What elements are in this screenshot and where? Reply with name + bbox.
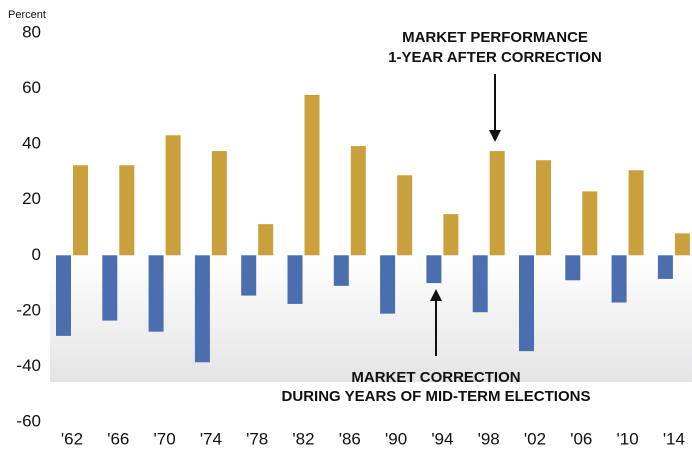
plot: -60 -40 -20 0 20 40 60 80 '62 '66 '70 '74 '78 '82 '86 '…: [16, 22, 690, 448]
bar: [565, 255, 581, 281]
bar: [73, 165, 88, 256]
x-tick-label: '14: [663, 429, 685, 448]
x-tick-label: '10: [617, 429, 639, 448]
bar: [119, 165, 135, 256]
bar: [194, 255, 210, 363]
x-tick-label: '94: [431, 429, 453, 448]
bar: [211, 151, 227, 256]
bar: [628, 170, 644, 256]
bar: [674, 233, 690, 256]
x-tick-label: '86: [339, 429, 361, 448]
y-tick-label: 0: [32, 245, 41, 264]
bar: [536, 160, 551, 256]
bar: [241, 255, 257, 296]
bar: [258, 224, 274, 256]
x-tick-label: '90: [385, 429, 407, 448]
bar: [287, 255, 303, 304]
arrow-head: [430, 289, 442, 301]
annotation: MARKET PERFORMANCE: [402, 29, 588, 46]
bar: [611, 255, 627, 303]
x-tick-label: '74: [200, 429, 222, 448]
bar: [426, 255, 442, 284]
arrow-head: [489, 130, 501, 142]
bar: [657, 255, 673, 279]
x-tick-label: '62: [61, 429, 83, 448]
y-tick-label: -20: [16, 300, 41, 319]
x-tick-label: '78: [246, 429, 268, 448]
annotation: 1-YEAR AFTER CORRECTION: [388, 49, 602, 66]
bar: [148, 255, 164, 332]
bar: [350, 146, 366, 256]
y-tick-label: 20: [22, 189, 41, 208]
x-tick-label: '06: [570, 429, 592, 448]
y-tick-label: 60: [22, 78, 41, 97]
bar: [102, 255, 118, 321]
x-tick-label: '70: [154, 429, 176, 448]
negative-shade: [50, 255, 692, 382]
bar: [443, 214, 459, 256]
bar: [304, 94, 320, 256]
y-axis-label: Percent: [8, 9, 46, 21]
bar: [582, 191, 598, 256]
bar: [519, 255, 534, 352]
y-tick-label: 80: [22, 22, 41, 41]
bar: [165, 135, 181, 256]
y-tick-label: -60: [16, 411, 41, 430]
y-tick-label: 40: [22, 134, 41, 153]
x-tick-label: '66: [107, 429, 129, 448]
annotation: MARKET CORRECTION: [351, 369, 520, 386]
bar: [397, 175, 413, 256]
bar: [333, 255, 349, 286]
x-tick-label: '82: [292, 429, 314, 448]
bar: [380, 255, 396, 314]
y-tick-label: -40: [16, 356, 41, 375]
x-tick-label: '02: [524, 429, 546, 448]
bar: [472, 255, 488, 313]
x-tick-label: '98: [478, 429, 500, 448]
annotation: DURING YEARS OF MID-TERM ELECTIONS: [282, 388, 591, 405]
bar: [56, 255, 71, 336]
bar: [489, 151, 505, 256]
